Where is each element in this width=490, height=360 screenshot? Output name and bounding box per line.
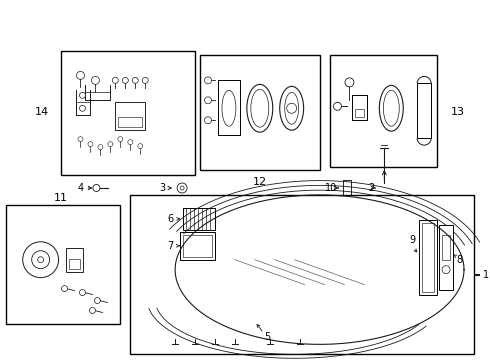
Text: 11: 11	[53, 193, 68, 203]
Circle shape	[442, 266, 450, 274]
Circle shape	[98, 145, 103, 150]
Bar	[119, 117, 142, 127]
Text: 1: 1	[483, 270, 489, 280]
Bar	[419, 220, 437, 294]
Bar	[61, 50, 195, 175]
Bar	[130, 195, 474, 354]
Circle shape	[128, 140, 133, 145]
Circle shape	[204, 117, 212, 124]
Circle shape	[32, 251, 49, 269]
Circle shape	[79, 92, 85, 98]
Circle shape	[76, 71, 84, 80]
Text: 13: 13	[451, 107, 465, 117]
Circle shape	[112, 77, 119, 84]
Circle shape	[177, 183, 187, 193]
Text: 6: 6	[167, 214, 173, 224]
Circle shape	[334, 102, 342, 110]
Text: 4: 4	[77, 183, 83, 193]
Bar	[343, 180, 351, 196]
Circle shape	[62, 285, 68, 292]
Bar	[180, 232, 215, 260]
Text: 7: 7	[167, 241, 173, 251]
Circle shape	[88, 141, 93, 147]
Ellipse shape	[247, 84, 273, 132]
Circle shape	[93, 184, 100, 192]
Ellipse shape	[222, 90, 236, 126]
Bar	[115, 102, 145, 130]
Bar	[417, 84, 431, 138]
Bar	[183, 235, 212, 257]
Ellipse shape	[285, 92, 298, 124]
Text: 10: 10	[325, 183, 338, 193]
Circle shape	[142, 77, 148, 84]
Bar	[6, 205, 121, 324]
Circle shape	[108, 141, 113, 147]
Bar	[69, 259, 80, 269]
Circle shape	[78, 137, 83, 141]
Bar	[200, 55, 319, 170]
Circle shape	[38, 257, 44, 263]
Ellipse shape	[251, 89, 269, 127]
Circle shape	[204, 97, 212, 104]
Ellipse shape	[379, 85, 403, 131]
Bar	[442, 235, 450, 260]
Bar	[218, 80, 240, 135]
Text: 14: 14	[34, 107, 49, 117]
Circle shape	[95, 298, 100, 303]
Ellipse shape	[280, 86, 304, 130]
Circle shape	[118, 137, 123, 141]
Circle shape	[23, 242, 59, 278]
Circle shape	[122, 77, 128, 84]
Circle shape	[345, 78, 354, 87]
Bar	[352, 95, 368, 120]
Circle shape	[204, 77, 212, 84]
Bar	[439, 225, 453, 289]
Circle shape	[180, 186, 184, 190]
Text: 9: 9	[409, 235, 415, 245]
Circle shape	[138, 144, 143, 149]
Bar	[66, 248, 83, 272]
Circle shape	[132, 77, 138, 84]
Ellipse shape	[383, 90, 399, 126]
Circle shape	[92, 76, 99, 84]
Circle shape	[90, 307, 96, 314]
Text: 5: 5	[265, 332, 271, 342]
Text: 12: 12	[253, 177, 267, 187]
Text: 2: 2	[368, 183, 374, 193]
Circle shape	[79, 289, 85, 296]
Text: 8: 8	[456, 255, 462, 265]
Bar	[422, 223, 434, 292]
Text: 3: 3	[159, 183, 165, 193]
Bar	[183, 208, 215, 230]
Circle shape	[287, 103, 296, 113]
Bar	[330, 55, 437, 167]
Bar	[355, 109, 365, 117]
Circle shape	[79, 105, 85, 111]
